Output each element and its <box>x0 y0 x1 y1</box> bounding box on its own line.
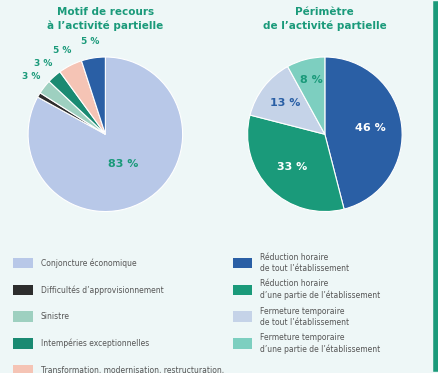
Wedge shape <box>247 115 343 211</box>
Text: Sinistre: Sinistre <box>41 312 70 321</box>
Text: 13 %: 13 % <box>269 98 300 109</box>
Text: Conjoncture économique: Conjoncture économique <box>41 258 136 268</box>
Text: Fermeture temporaire
d’une partie de l’établissement: Fermeture temporaire d’une partie de l’é… <box>260 333 380 354</box>
Text: 3 %: 3 % <box>21 72 40 81</box>
Wedge shape <box>81 57 105 134</box>
Text: Fermeture temporaire
de tout l’établissement: Fermeture temporaire de tout l’établisse… <box>260 307 349 327</box>
Text: Réduction horaire
d’une partie de l’établissement: Réduction horaire d’une partie de l’étab… <box>260 279 380 300</box>
Text: Intempéries exceptionnelles: Intempéries exceptionnelles <box>41 339 149 348</box>
Text: Difficultés d’approvisionnement: Difficultés d’approvisionnement <box>41 285 163 295</box>
Text: 46 %: 46 % <box>355 123 385 134</box>
Text: 8 %: 8 % <box>299 75 321 85</box>
Wedge shape <box>28 57 182 211</box>
Title: Périmètre
de l’activité partielle: Périmètre de l’activité partielle <box>262 7 386 31</box>
Text: 83 %: 83 % <box>108 159 138 169</box>
Text: Réduction horaire
de tout l’établissement: Réduction horaire de tout l’établissemen… <box>260 253 349 273</box>
Wedge shape <box>287 57 324 134</box>
Wedge shape <box>49 72 105 134</box>
Wedge shape <box>38 93 105 134</box>
Wedge shape <box>60 61 105 134</box>
Text: Transformation, modernisation, restructuration,: Transformation, modernisation, restructu… <box>41 366 223 373</box>
Text: 5 %: 5 % <box>81 37 99 46</box>
Wedge shape <box>250 66 324 134</box>
Text: 3 %: 3 % <box>34 59 52 68</box>
Wedge shape <box>324 57 401 209</box>
Text: 5 %: 5 % <box>53 46 71 55</box>
Wedge shape <box>40 81 105 134</box>
Text: 33 %: 33 % <box>276 162 307 172</box>
Title: Motif de recours
à l’activité partielle: Motif de recours à l’activité partielle <box>47 7 163 31</box>
